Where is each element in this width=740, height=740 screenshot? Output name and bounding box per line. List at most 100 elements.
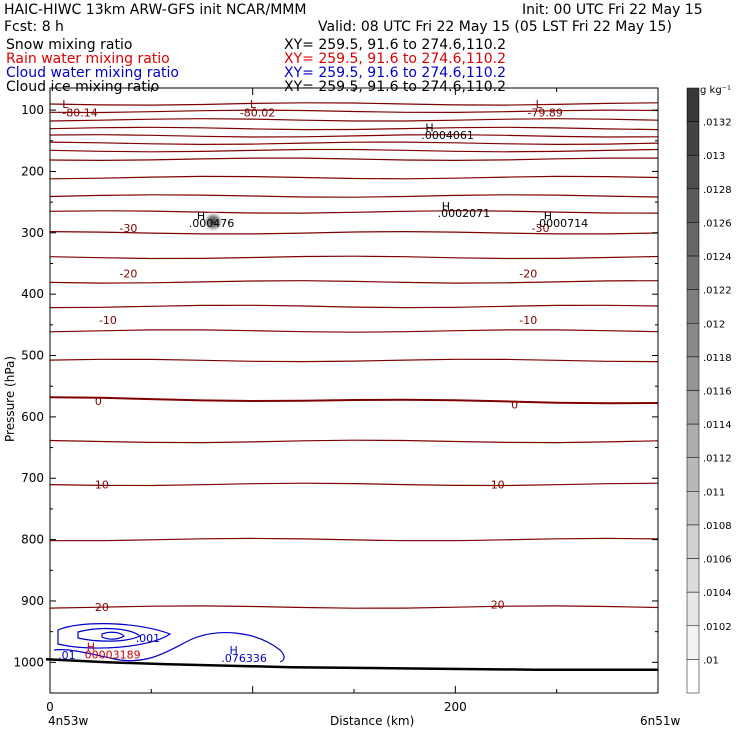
isotherm-line [49,102,659,106]
colorbar-swatch [686,625,700,660]
isotherm-label: 0 [511,399,518,412]
isotherm-line [49,148,659,153]
isotherm-label: -20 [119,267,137,280]
value-label: .0002071 [438,207,491,220]
colorbar-swatch [686,423,700,458]
x-axis-label: Distance (km) [330,714,414,728]
y-tick-label: 300 [21,226,44,240]
extremum-mark: L [62,98,69,111]
colorbar-label: .0132 [703,118,732,129]
isotherm-line [49,358,659,363]
extremum-mark: H [544,210,552,223]
isotherm-label: -79.89 [527,107,562,120]
y-tick-label: 900 [21,594,44,608]
cloudwater-contour [57,623,172,649]
isotherm-label: -10 [519,314,537,327]
field-cloudice-label: Cloud ice mixing ratio [6,79,160,95]
cloudwater-contour [53,631,285,663]
colorbar-label: .0114 [703,420,732,431]
isotherm-line [49,280,659,284]
isotherm-line [49,118,659,122]
y-tick-label: 1000 [13,655,44,669]
y-axis-label: Pressure (hPa) [3,356,17,442]
isotherm-label: -20 [519,267,537,280]
x-tick-label: 200 [444,700,467,714]
y-tick-label: 400 [21,287,44,301]
colorbar-swatch [686,289,700,324]
isotherm-line [49,439,659,444]
isotherm-label: -10 [99,314,117,327]
field-rain-xy: XY= 259.5, 91.6 to 274.6,110.2 [284,51,507,67]
colorbar-swatch [686,222,700,257]
colorbar-swatch [686,390,700,425]
extremum-mark: L [250,98,257,111]
isotherm-label: -30 [532,222,550,235]
colorbar-swatch [686,255,700,290]
isotherm-line [49,109,659,114]
extremum-mark: H [442,200,450,213]
y-tick-label: 800 [21,533,44,547]
isotherm-line [49,157,658,162]
colorbar-swatch [686,591,700,627]
cloudwater-contour [77,627,142,642]
colorbar-swatch [686,524,700,559]
value-label: .01 [58,649,75,662]
colorbar-label: .012 [703,319,725,330]
colorbar-label: .0116 [703,387,732,398]
field-cloudwater-label: Cloud water mixing ratio [6,65,179,81]
y-tick-label: 600 [21,410,44,424]
isotherm-line [49,396,659,405]
colorbar-swatch [686,491,700,526]
value-label: .000476 [189,217,235,230]
isotherm-line [49,255,659,260]
colorbar-label: .013 [703,151,725,162]
colorbar-label: .0108 [703,521,732,532]
colorbar-label: .0124 [703,252,732,263]
x-tick-label: 0 [46,700,54,714]
isotherm-line [49,210,659,214]
terrain-line [45,658,658,671]
colorbar-label: .0128 [703,185,732,196]
y-tick-label: 100 [21,103,44,117]
colorbar-swatch [686,87,700,122]
colorbar-swatch [686,188,700,223]
isotherm-line [49,304,659,309]
isotherm-label: -80.02 [240,107,275,120]
isotherm-line [49,329,659,333]
extremum-mark: H [425,121,433,134]
isotherm-label: 20 [491,599,505,612]
value-label: .0000714 [536,217,589,230]
colorbar-label: .0104 [703,588,732,599]
extremum-mark: L [536,98,543,111]
y-tick-label: 500 [21,349,44,363]
field-snow-xy: XY= 259.5, 91.6 to 274.6,110.2 [284,37,507,53]
left-location-label: 4n53w [48,714,89,728]
colorbar-swatch [686,659,700,694]
colorbar-swatch [686,121,700,156]
colorbar-unit: g kg⁻¹ [700,85,731,96]
right-location-label: 6n51w [640,714,681,728]
value-label: .076336 [221,652,267,665]
isotherm-line [49,482,659,487]
colorbar-swatch [686,356,700,391]
isotherm-label: 20 [95,601,109,614]
isotherm-line [49,175,659,180]
colorbar-swatch [686,457,700,492]
extremum-mark: H [230,644,238,657]
colorbar-swatch [686,154,700,190]
colorbar-label: .011 [703,487,725,498]
isotherm-line [50,537,659,542]
colorbar-label: .0118 [703,353,732,364]
colorbar-label: .0106 [703,555,732,566]
field-cloudwater-xy: XY= 259.5, 91.6 to 274.6,110.2 [284,65,507,81]
colorbar-label: .0122 [703,286,732,297]
colorbar-swatch [686,558,700,593]
value-label: 00003189 [85,648,141,661]
colorbar-label: .0102 [703,622,732,633]
field-snow-label: Snow mixing ratio [6,37,133,53]
value-label: .0004061 [421,129,474,142]
init-time: Init: 00 UTC Fri 22 May 15 [522,2,703,18]
isotherm-line [49,194,659,198]
isotherm-line [49,126,659,131]
forecast-hour: Fcst: 8 h [4,19,64,35]
